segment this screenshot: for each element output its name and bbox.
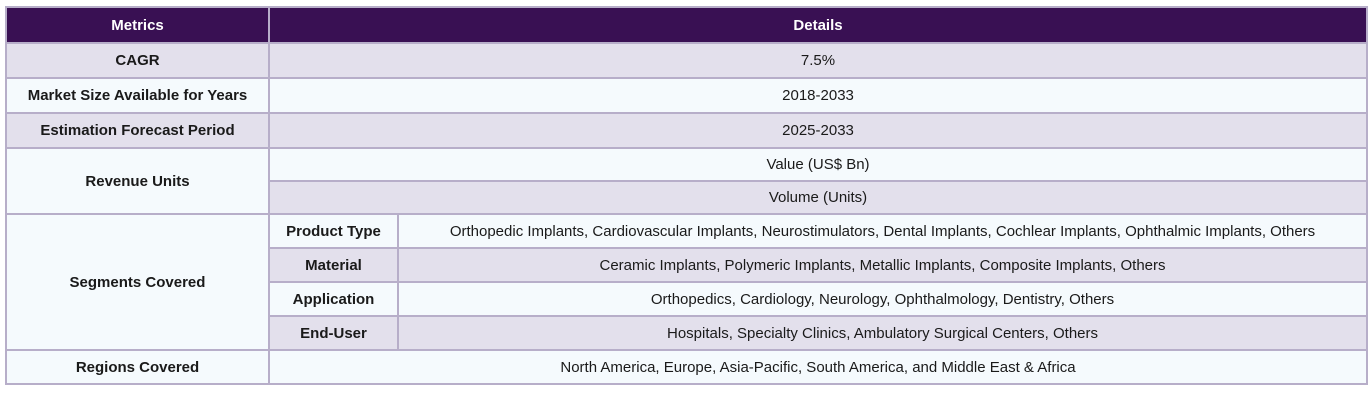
cagr-label: CAGR (5, 42, 270, 79)
market-size-label: Market Size Available for Years (5, 77, 270, 114)
table-row: Application Orthopedics, Cardiology, Neu… (6, 281, 1369, 317)
regions-value: North America, Europe, Asia-Pacific, Sou… (267, 349, 1369, 385)
table-row: Market Size Available for Years 2018-203… (5, 77, 1369, 114)
report-metrics-table: Metrics Details CAGR 7.5% Market Size Av… (5, 6, 1369, 385)
table-row: Regions Covered North America, Europe, A… (5, 349, 1369, 385)
report-metrics-table-wrapper: Metrics Details CAGR 7.5% Market Size Av… (5, 6, 1369, 385)
segment-name-application: Application (268, 281, 399, 317)
segments-label: Segments Covered (5, 213, 270, 351)
segment-value-material: Ceramic Implants, Polymeric Implants, Me… (396, 247, 1369, 283)
table-header-row: Metrics Details (5, 6, 1369, 44)
table-row: Estimation Forecast Period 2025-2033 (5, 112, 1369, 149)
segment-value-product-type: Orthopedic Implants, Cardiovascular Impl… (396, 213, 1369, 249)
segment-value-application: Orthopedics, Cardiology, Neurology, Opht… (396, 281, 1369, 317)
market-size-value: 2018-2033 (267, 77, 1369, 114)
regions-label: Regions Covered (5, 349, 270, 385)
header-metrics: Metrics (5, 6, 270, 44)
revenue-units-volume: Volume (Units) (267, 180, 1369, 215)
header-details: Details (267, 6, 1369, 44)
revenue-units-label: Revenue Units (5, 147, 270, 215)
table-row: Material Ceramic Implants, Polymeric Imp… (6, 247, 1369, 283)
table-row: Revenue Units Value (US$ Bn) (5, 147, 1369, 215)
segment-value-end-user: Hospitals, Specialty Clinics, Ambulatory… (396, 315, 1369, 351)
forecast-value: 2025-2033 (267, 112, 1369, 149)
cagr-value: 7.5% (267, 42, 1369, 79)
segment-name-end-user: End-User (268, 315, 399, 351)
table-row: End-User Hospitals, Specialty Clinics, A… (6, 315, 1369, 351)
table-row: CAGR 7.5% (5, 42, 1369, 79)
revenue-units-value: Value (US$ Bn) (267, 147, 1369, 182)
table-row: Volume (Units) (6, 180, 1369, 215)
segment-name-material: Material (268, 247, 399, 283)
forecast-label: Estimation Forecast Period (5, 112, 270, 149)
table-row: Segments Covered Product Type Orthopedic… (5, 213, 1369, 351)
segment-name-product-type: Product Type (268, 213, 399, 249)
